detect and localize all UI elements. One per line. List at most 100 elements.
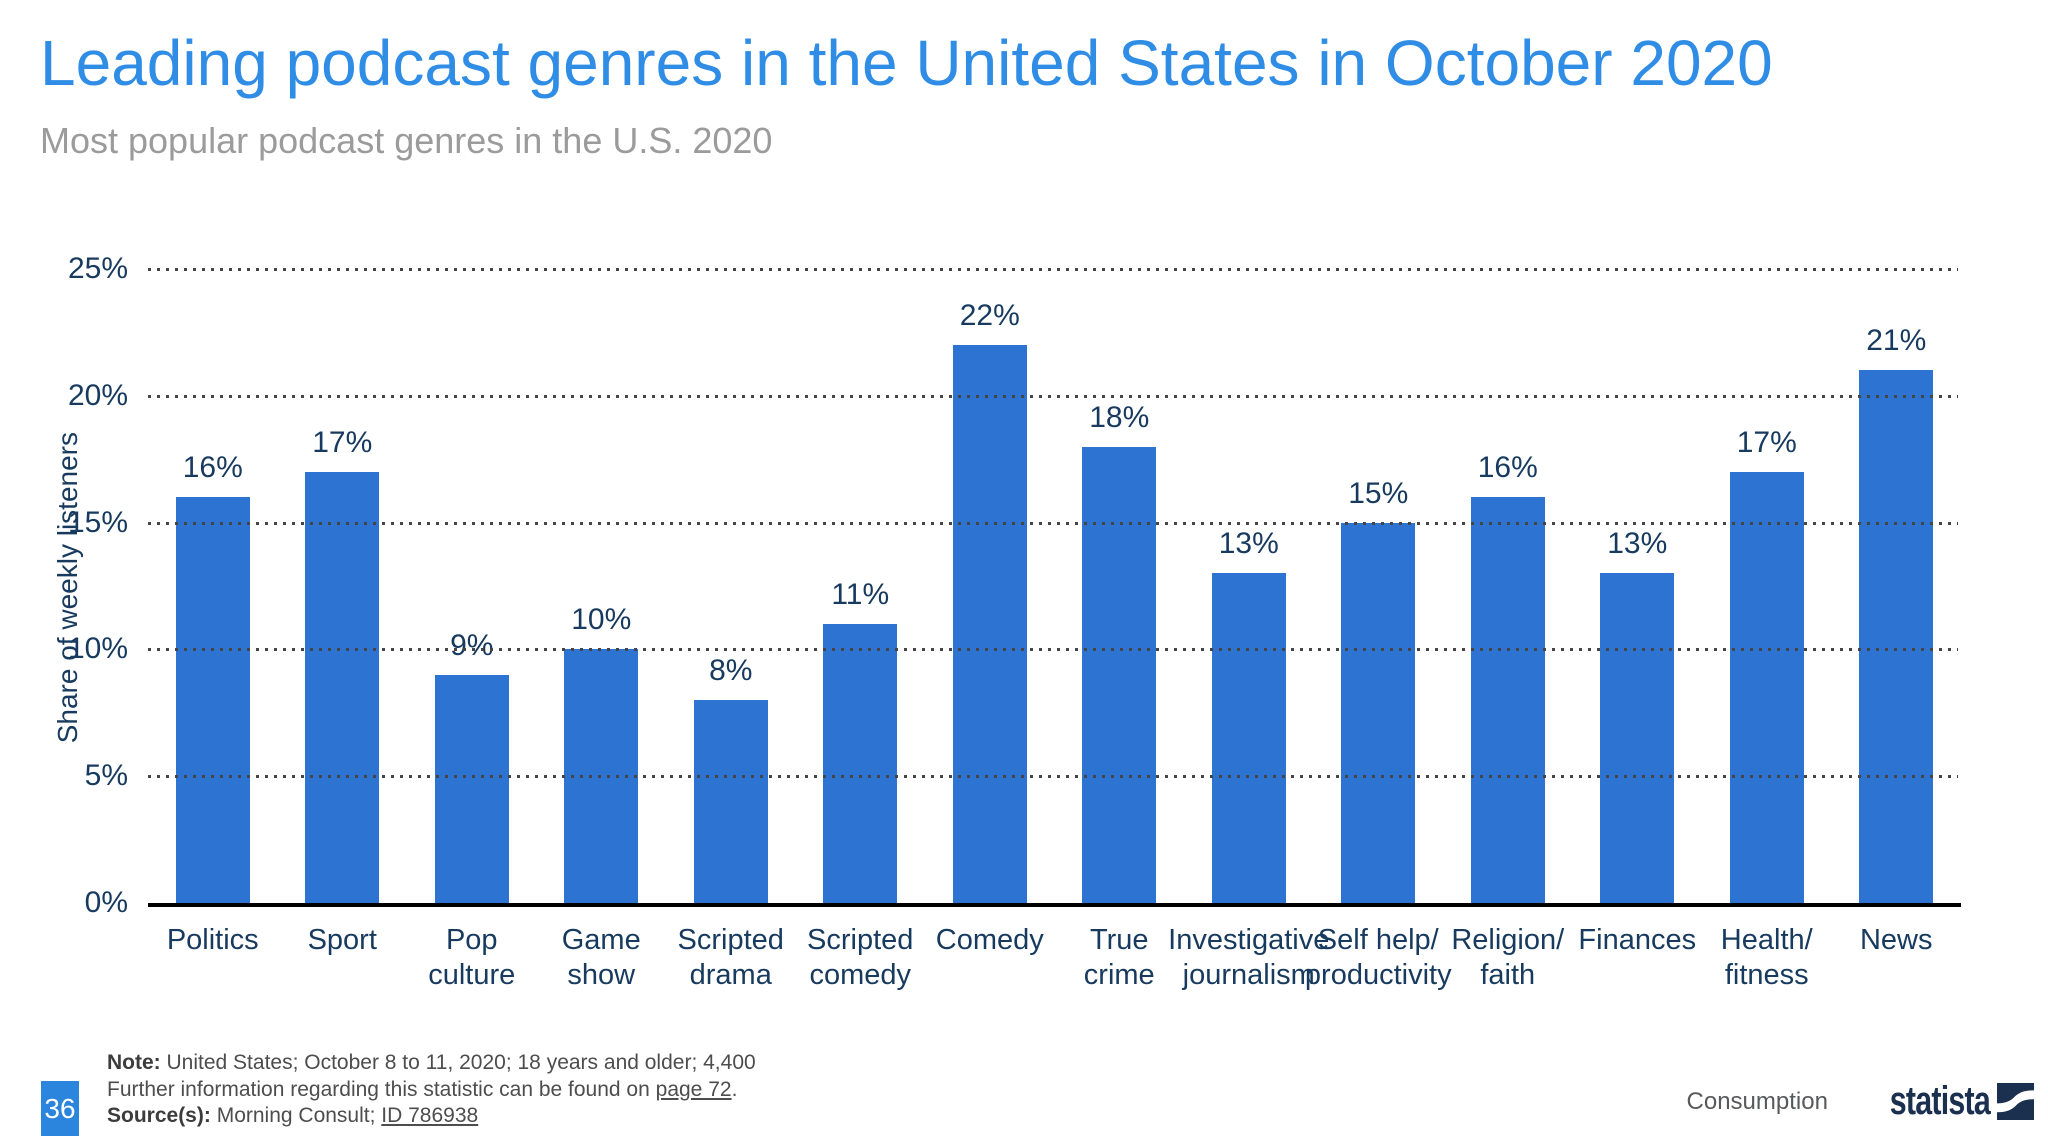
bar <box>693 700 768 903</box>
bar-slot: 13% <box>1573 269 1703 903</box>
bar-value-label: 18% <box>1089 400 1150 434</box>
x-axis-label: Finances <box>1578 924 1697 956</box>
bar-value-label: 10% <box>571 603 632 637</box>
footer-right: Consumption statista <box>1687 1079 2034 1124</box>
x-axis-label: Scripted comedy <box>807 924 914 991</box>
further-info-line: Further information regarding this stati… <box>107 1077 756 1104</box>
note-text: United States; October 8 to 11, 2020; 18… <box>166 1051 756 1074</box>
x-axis-label-slot: True crime <box>1055 923 1185 993</box>
note-label: Note: <box>107 1051 161 1074</box>
y-axis-tick-label: 0% <box>84 886 128 919</box>
bar-slot: 16% <box>1443 269 1573 903</box>
x-axis-label-slot: Health/ fitness <box>1702 923 1832 993</box>
x-axis-label-slot: Scripted comedy <box>796 923 926 993</box>
x-axis-label: News <box>1859 924 1933 956</box>
bar <box>952 345 1027 903</box>
bar <box>1859 370 1934 903</box>
gridline <box>148 648 1958 652</box>
bar-slot: 10% <box>537 269 667 903</box>
page-number-badge: 36 <box>41 1081 79 1136</box>
bar-value-label: 17% <box>312 425 373 459</box>
further-info-text: Further information regarding this stati… <box>107 1077 650 1101</box>
bar-value-label: 13% <box>1607 527 1668 561</box>
section-label: Consumption <box>1686 1087 1828 1115</box>
gridline <box>148 394 1958 398</box>
page-title: Leading podcast genres in the United Sta… <box>40 27 1773 99</box>
footnotes: Note: United States; October 8 to 11, 20… <box>107 1050 756 1130</box>
x-axis-label-slot: Game show <box>537 923 667 993</box>
x-axis-label: Scripted drama <box>677 924 784 991</box>
bar <box>1082 446 1157 903</box>
bar-slot: 15% <box>1314 269 1444 903</box>
bar-value-label: 17% <box>1736 425 1797 459</box>
x-axis-label-slot: Sport <box>278 923 408 993</box>
bar-value-label: 13% <box>1218 527 1279 561</box>
source-label: Source(s): <box>107 1104 211 1127</box>
bar-value-label: 9% <box>450 628 494 662</box>
x-axis-label: Comedy <box>935 924 1044 956</box>
bar-slot: 17% <box>278 269 408 903</box>
bar-slot: 22% <box>925 269 1055 903</box>
bar-slot: 16% <box>148 269 278 903</box>
x-axis-label-slot: Pop culture <box>407 923 537 993</box>
plot-area: 16% 17% 9% 10% 8% 11% 22% 18% 13% 15% 16% 13% 17% 21%… <box>68 254 1962 918</box>
x-axis-label-slot: Comedy <box>925 923 1055 993</box>
bar-value-label: 22% <box>959 299 1020 333</box>
bar-slot: 17% <box>1702 269 1832 903</box>
further-info-period: . <box>731 1077 738 1101</box>
statista-wordmark: statista <box>1889 1079 1991 1123</box>
statista-logo-icon <box>1997 1083 2034 1120</box>
bar <box>823 624 898 903</box>
y-axis-tick-label: 5% <box>84 759 128 793</box>
x-axis-label: Pop culture <box>428 924 516 991</box>
y-axis-tick-label: 10% <box>67 632 128 666</box>
x-axis-label: True crime <box>1083 924 1155 991</box>
bar <box>434 674 509 903</box>
gridline <box>148 268 1958 271</box>
bar-slot: 9% <box>407 269 537 903</box>
bar-slot: 8% <box>666 269 796 903</box>
x-axis-label-slot: Scripted drama <box>666 923 796 993</box>
bar-value-label: 21% <box>1866 324 1927 358</box>
note-line: Note: United States; October 8 to 11, 20… <box>107 1050 756 1077</box>
bar-slot: 21% <box>1832 269 1962 903</box>
bar-value-label: 15% <box>1348 476 1409 510</box>
y-axis-tick-label: 20% <box>67 378 128 412</box>
bar-value-label: 11% <box>831 578 890 612</box>
bar <box>1600 573 1675 903</box>
x-axis-label: Self help/ productivity <box>1304 924 1452 991</box>
y-axis-title: Share of weekly listeners <box>52 432 83 744</box>
x-axis-label-slot: Self help/ productivity <box>1305 923 1452 993</box>
source-id-link[interactable]: ID 786938 <box>381 1104 479 1127</box>
page-72-link[interactable]: page 72 <box>655 1077 732 1101</box>
bar-value-label: 16% <box>1477 451 1538 485</box>
bar-slot: 13% <box>1184 269 1314 903</box>
bar <box>1211 573 1286 903</box>
y-axis-tick-label: 15% <box>67 505 128 539</box>
bar <box>1341 522 1416 903</box>
page-subtitle: Most popular podcast genres in the U.S. … <box>40 120 773 161</box>
bar-value-label: 8% <box>709 654 753 688</box>
x-axis-label: Religion/ faith <box>1451 924 1565 991</box>
y-axis-title-box: Share of weekly listeners <box>52 269 84 907</box>
x-axis-label-slot: News <box>1832 923 1962 993</box>
bar <box>1470 497 1545 903</box>
bar-slot: 18% <box>1055 269 1185 903</box>
x-axis-label: Sport <box>307 924 377 956</box>
gridline <box>148 775 1958 779</box>
source-text: Morning Consult; <box>216 1104 376 1127</box>
bar <box>175 497 250 903</box>
bar <box>1729 471 1804 903</box>
statista-logo: statista <box>1858 1079 2034 1124</box>
x-axis-labels: Politics Sport Pop culture Game show Scripte… <box>148 923 1961 993</box>
y-axis-tick-label: 25% <box>67 252 128 285</box>
x-axis-label: Health/ fitness <box>1720 924 1813 991</box>
bar-value-label: 16% <box>182 451 243 485</box>
x-axis-label: Politics <box>166 924 259 956</box>
x-axis-label-slot: Politics <box>148 923 278 993</box>
x-axis-label: Game show <box>561 924 641 991</box>
gridline <box>148 521 1958 525</box>
x-axis-label-slot: Investigative journalism <box>1168 923 1329 993</box>
bar-slot: 11% <box>796 269 926 903</box>
